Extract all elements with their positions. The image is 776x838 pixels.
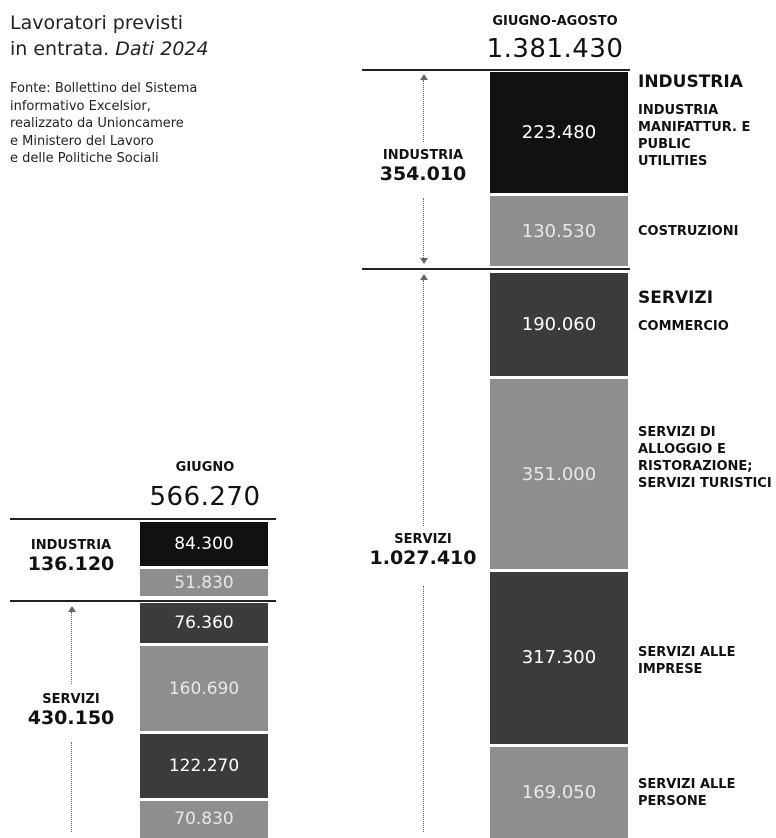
right-industria-name: INDUSTRIA <box>382 148 464 163</box>
title-line1: Lavoratori previsti <box>10 12 184 34</box>
right-industria-line-top <box>423 80 424 142</box>
right-servizi-total: 1.027.410 <box>369 547 477 569</box>
left-industria-total: 136.120 <box>27 553 115 575</box>
bar-segment: 84.300 <box>140 522 268 567</box>
right-servizi-arrow-up <box>420 274 428 280</box>
right-industria-label: INDUSTRIA 354.010 <box>362 148 484 185</box>
servizi-sector-title: SERVIZI <box>638 288 714 308</box>
bar-segment: 169.050 <box>490 746 628 838</box>
left-total: 566.270 <box>149 482 261 512</box>
left-servizi-label: SERVIZI 430.150 <box>10 692 132 729</box>
source-line: realizzato da Unioncamere <box>10 116 184 131</box>
left-mid-rule <box>10 600 276 602</box>
bar-segment: 351.000 <box>490 379 628 569</box>
industria-sector-title: INDUSTRIA <box>638 72 743 92</box>
right-servizi-line-top <box>423 280 424 526</box>
left-stacked-bar: 84.300 51.830 76.360 160.690 122.270 70.830 <box>140 522 268 838</box>
left-servizi-line-bottom <box>71 742 72 832</box>
source-line: e Ministero del Lavoro <box>10 133 154 149</box>
title-line2b: Dati 2024 <box>115 38 209 60</box>
bar-segment: 122.270 <box>140 733 268 798</box>
bar-segment: 51.830 <box>140 569 268 597</box>
right-stacked-bar: 223.480 130.530 190.060 351.000 317.300 169.0… <box>490 72 628 838</box>
left-period-label: GIUGNO <box>175 460 235 475</box>
right-servizi-line-bottom <box>423 586 424 832</box>
title-line2a: in entrata. <box>10 38 110 60</box>
right-mid-rule <box>362 268 630 270</box>
right-period-label: GIUGNO-AGOSTO <box>492 14 618 29</box>
bar-segment: 70.830 <box>140 800 268 838</box>
bar-segment: 76.360 <box>140 603 268 644</box>
right-total: 1.381.430 <box>486 34 624 64</box>
right-top-rule <box>362 69 630 71</box>
cat-servizi-persone: SERVIZI ALLE PERSONE <box>638 777 736 809</box>
right-industria-arrow-down <box>420 258 428 264</box>
cat-servizi-imprese: SERVIZI ALLE IMPRESE <box>638 645 736 677</box>
cat-industria-manifatturiera: INDUSTRIA MANIFATTUR. E PUBLIC UTILITIES <box>638 103 751 169</box>
source-note: Fonte: Bollettino del Sistema informativ… <box>10 80 310 168</box>
right-industria-total: 354.010 <box>379 163 467 185</box>
bar-segment: 317.300 <box>490 572 628 744</box>
source-line: e delle Politiche Sociali <box>10 151 159 166</box>
cat-alloggio-ristorazione: SERVIZI DI ALLOGGIO E RISTORAZIONE; SERV… <box>638 425 772 491</box>
left-industria-name: INDUSTRIA <box>30 538 112 553</box>
left-servizi-line-top <box>71 612 72 684</box>
right-industria-arrow-up <box>420 74 428 80</box>
bar-segment: 223.480 <box>490 72 628 193</box>
bar-segment: 190.060 <box>490 273 628 377</box>
bar-segment: 160.690 <box>140 646 268 731</box>
source-line: Fonte: Bollettino del Sistema <box>10 81 198 96</box>
source-line: informativo Excelsior, <box>10 98 151 114</box>
left-servizi-total: 430.150 <box>27 707 115 729</box>
cat-costruzioni: COSTRUZIONI <box>638 224 739 239</box>
chart-title: Lavoratori previsti in entrata. Dati 202… <box>10 10 209 62</box>
cat-commercio: COMMERCIO <box>638 319 729 334</box>
left-servizi-arrow-up <box>68 606 76 612</box>
right-servizi-name: SERVIZI <box>394 532 452 547</box>
right-industria-line-bottom <box>423 198 424 258</box>
left-top-rule <box>10 518 276 520</box>
right-servizi-label: SERVIZI 1.027.410 <box>362 532 484 569</box>
left-industria-label: INDUSTRIA 136.120 <box>10 538 132 575</box>
left-servizi-name: SERVIZI <box>42 692 100 707</box>
bar-segment: 130.530 <box>490 195 628 267</box>
